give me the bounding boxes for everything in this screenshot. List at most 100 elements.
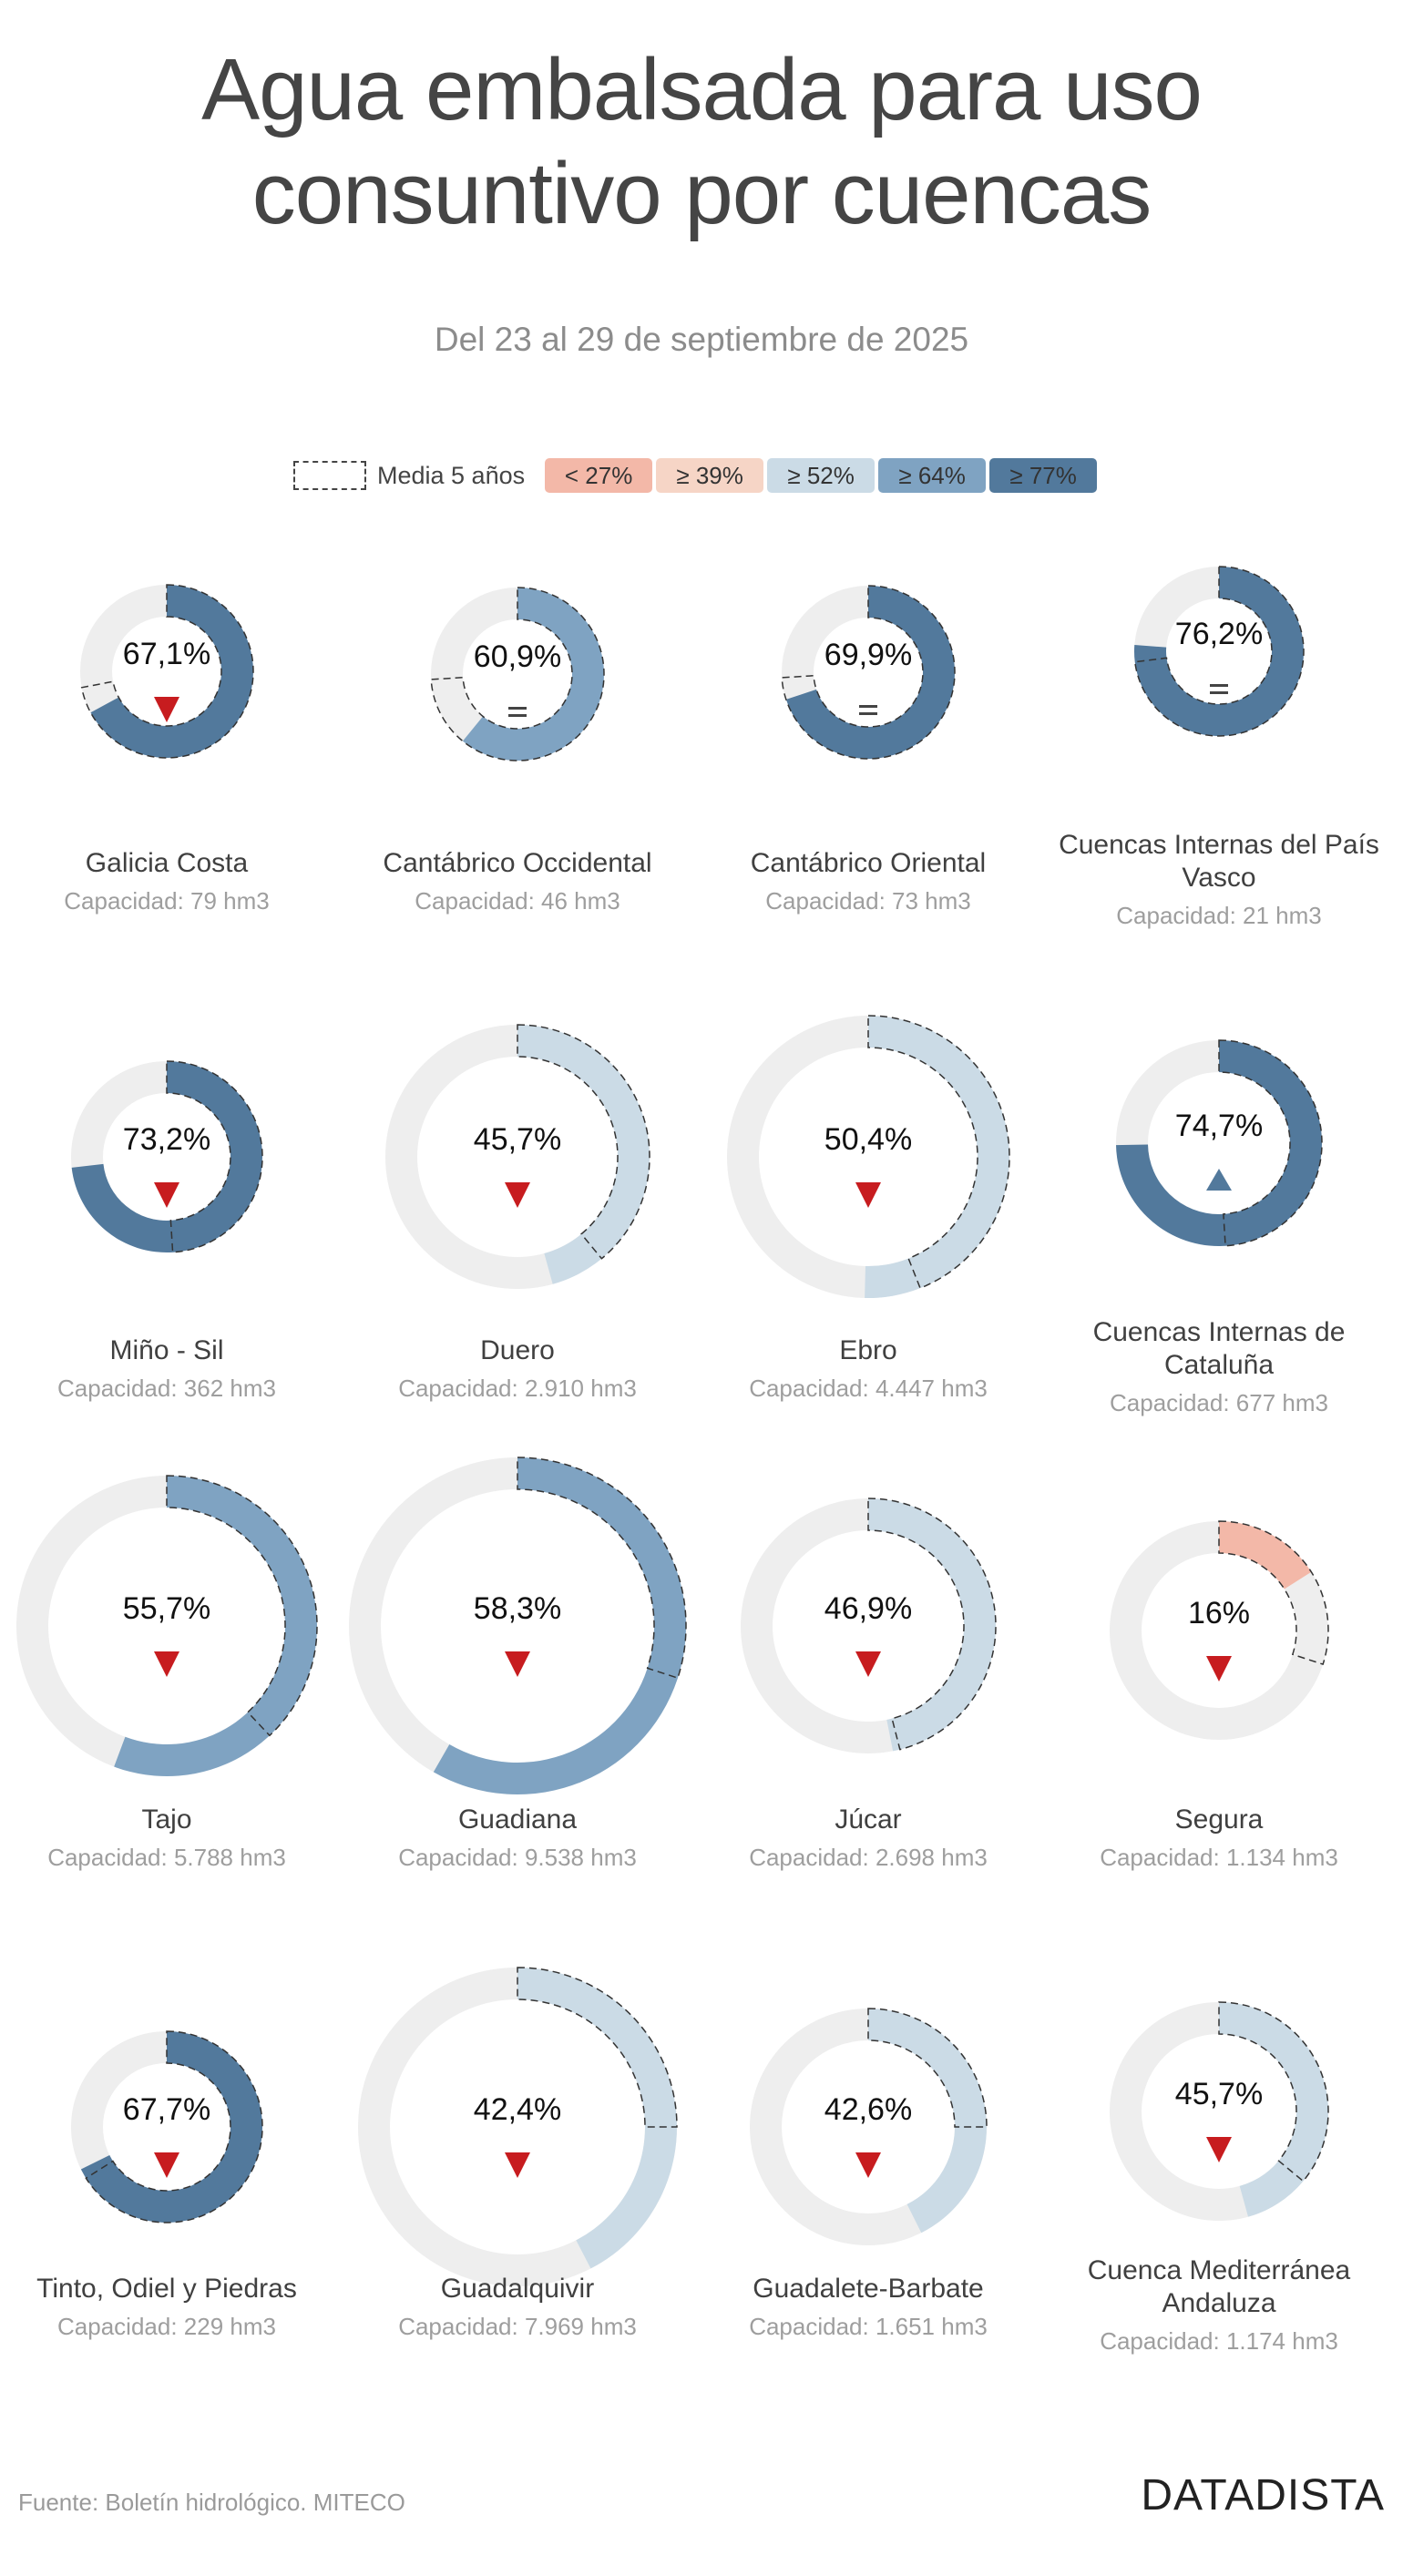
donut-value-arc [90, 585, 254, 759]
basin-name: Guadalquivir [440, 2274, 595, 2304]
donut-value-label: 46,9% [824, 1591, 912, 1626]
basin-name: Júcar [835, 1804, 902, 1835]
basin-name: Guadiana [457, 1804, 578, 1835]
donut-7: 50,4% [727, 1015, 1010, 1298]
donut-value-label: 16% [1188, 1596, 1250, 1630]
donut-value-label: 67,7% [123, 2092, 210, 2127]
basin-name: Ebro [839, 1335, 897, 1365]
basin-name: Duero [480, 1335, 555, 1365]
donut-9: 55,7% [16, 1475, 318, 1776]
donut-mean-outline [166, 1475, 318, 1737]
donut-mean-outline [867, 1015, 1010, 1290]
legend: Media 5 años < 27% ≥ 39% ≥ 52% ≥ 64% ≥ 7… [293, 457, 1101, 494]
donut-mean-outline [867, 1498, 997, 1751]
basin-capacity: Capacidad: 9.538 hm3 [398, 1844, 637, 1871]
donut-1: 67,1% [80, 584, 254, 759]
basin-capacity: Capacidad: 677 hm3 [1110, 1389, 1328, 1416]
legend-mean-swatch [293, 461, 366, 490]
donut-mean-outline [1133, 566, 1305, 737]
donut-value-arc [1134, 567, 1305, 736]
source-note: Fuente: Boletín hidrológico. MITECO [18, 2489, 405, 2516]
chart-subtitle: Del 23 al 29 de septiembre de 2025 [434, 321, 969, 358]
donut-value-label: 69,9% [824, 638, 912, 672]
donut-value-arc [462, 588, 604, 761]
legend-bin-4: ≥ 64% [878, 458, 987, 493]
donut-value-arc [80, 2031, 263, 2223]
trend-equal-icon-bottom [508, 714, 527, 717]
trend-down-icon [1206, 1656, 1232, 1682]
basin-name: Cuencas Internas de Cataluña [1092, 1317, 1346, 1380]
trend-down-icon [855, 2152, 881, 2178]
donut-15: 42,6% [750, 2008, 988, 2245]
donut-mean-outline [1218, 1039, 1323, 1247]
trend-down-icon [154, 697, 179, 722]
donut-value-label: 67,1% [123, 637, 210, 671]
donut-value-arc [517, 1025, 650, 1284]
donut-value-arc [1219, 2002, 1328, 2217]
basin-name: Segura [1174, 1804, 1264, 1835]
donut-14: 42,4% [358, 1967, 678, 2286]
donut-16: 45,7% [1110, 2001, 1329, 2221]
trend-equal-icon-bottom [1210, 691, 1228, 694]
basin-name: Galicia Costa [85, 848, 249, 878]
donut-6: 45,7% [385, 1024, 650, 1289]
donut-value-label: 55,7% [123, 1591, 210, 1626]
donut-value-label: 45,7% [1175, 2077, 1263, 2111]
donut-mean-outline [867, 2008, 988, 2128]
chart-title: Agua embalsada para uso consuntivo por c… [0, 38, 1403, 246]
donut-mean-outline [517, 1024, 650, 1260]
basin-name: Tajo [141, 1804, 192, 1835]
basin-name: Cantábrico Oriental [750, 848, 987, 878]
trend-down-icon [154, 2152, 179, 2178]
donut-mean-outline [80, 584, 254, 759]
donut-value-label: 45,7% [474, 1122, 561, 1157]
donut-mean-outline [517, 1457, 687, 1680]
basin-capacity: Capacidad: 362 hm3 [57, 1375, 276, 1402]
donut-value-label: 50,4% [824, 1122, 912, 1157]
donut-value-arc [114, 1476, 317, 1776]
brand-logo: DATADISTA [1141, 2471, 1385, 2520]
donut-5: 73,2% [71, 1060, 263, 1253]
basin-capacity: Capacidad: 229 hm3 [57, 2313, 276, 2340]
basin-capacity: Capacidad: 1.651 hm3 [749, 2313, 988, 2340]
basin-capacity: Capacidad: 2.910 hm3 [398, 1375, 637, 1402]
trend-down-icon [1206, 2137, 1232, 2162]
legend-bin-5: ≥ 77% [989, 458, 1098, 493]
basin-capacity: Capacidad: 1.134 hm3 [1100, 1844, 1338, 1871]
basin-capacity: Capacidad: 1.174 hm3 [1100, 2327, 1338, 2355]
basin-name: Guadalete-Barbate [753, 2274, 984, 2304]
trend-equal-icon-bottom [859, 712, 877, 715]
donut-value-arc [785, 586, 956, 760]
basin-capacity: Capacidad: 4.447 hm3 [749, 1375, 988, 1402]
donut-8: 74,7% [1116, 1039, 1323, 1247]
donut-value-arc [865, 1016, 1009, 1298]
trend-down-icon [505, 1182, 530, 1208]
trend-up-icon [1206, 1169, 1232, 1191]
donut-mean-outline [166, 1060, 263, 1253]
donut-value-arc [868, 1498, 996, 1752]
trend-down-icon [154, 1651, 179, 1677]
trend-down-icon [154, 1182, 179, 1208]
donut-mean-outline [1218, 1520, 1329, 1666]
basin-capacity: Capacidad: 79 hm3 [64, 887, 270, 915]
legend-bin-2: ≥ 39% [656, 458, 764, 493]
trend-equal-icon-top [1210, 684, 1228, 687]
legend-mean-label: Media 5 años [377, 461, 526, 489]
donut-2: 60,9% [430, 587, 605, 762]
basin-name: Cantábrico Occidental [383, 848, 652, 878]
donut-value-label: 74,7% [1175, 1109, 1263, 1143]
title-line-1: Agua embalsada para uso [201, 41, 1203, 138]
trend-down-icon [855, 1651, 881, 1677]
basin-name: Tinto, Odiel y Piedras [36, 2274, 297, 2304]
basin-capacity: Capacidad: 7.969 hm3 [398, 2313, 637, 2340]
donut-mean-outline [1218, 2001, 1329, 2182]
donut-value-arc [433, 1457, 687, 1794]
legend-bin-1: < 27% [545, 458, 653, 493]
donut-value-arc [868, 2009, 988, 2234]
basin-name: Miño - Sil [109, 1335, 224, 1365]
title-line-2: consuntivo por cuencas [251, 145, 1152, 242]
donut-10: 58,3% [349, 1457, 687, 1794]
trend-equal-icon-top [508, 707, 527, 710]
donut-value-label: 42,4% [474, 2092, 561, 2127]
